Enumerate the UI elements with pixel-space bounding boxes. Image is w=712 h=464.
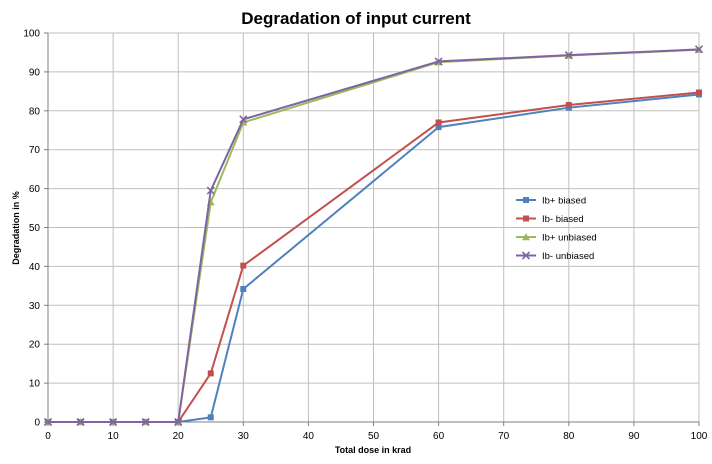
x-tick-label: 70 <box>498 431 510 442</box>
data-point <box>206 186 215 195</box>
y-tick-labels: 0 10 20 30 40 50 60 70 80 90 100 <box>23 29 40 429</box>
x-axis-label: Total dose in krad <box>335 445 411 455</box>
data-point <box>694 45 704 54</box>
data-point <box>434 57 443 66</box>
series-line <box>48 48 700 423</box>
data-point <box>207 370 214 377</box>
x-tick-label: 30 <box>238 431 250 442</box>
y-tick-label: 90 <box>29 67 41 78</box>
legend-item: Ib- unbiased <box>516 251 594 262</box>
legend-label: Ib- biased <box>542 214 584 225</box>
y-tick-label: 50 <box>29 223 41 234</box>
data-point <box>141 417 150 427</box>
data-point <box>435 119 442 126</box>
data-point <box>174 417 183 427</box>
data-point <box>76 417 85 427</box>
x-tick-label: 40 <box>303 431 315 442</box>
legend-marker <box>523 197 529 203</box>
data-point <box>240 262 247 269</box>
data-point <box>43 417 53 427</box>
legend-item: Ib+ unbiased <box>516 233 597 244</box>
y-tick-label: 70 <box>29 145 41 156</box>
data-point <box>565 101 572 108</box>
chart-title: Degradation of input current <box>241 9 471 28</box>
y-tick-label: 0 <box>34 418 40 429</box>
grid <box>48 32 700 422</box>
x-tick-label: 90 <box>628 431 640 442</box>
y-tick-label: 60 <box>29 184 41 195</box>
legend-item: Ib- biased <box>516 214 584 225</box>
series-4 <box>43 45 704 427</box>
y-tick-label: 40 <box>29 262 41 273</box>
x-tick-label: 60 <box>433 431 445 442</box>
data-point <box>207 414 214 421</box>
x-tick-label: 50 <box>368 431 380 442</box>
legend-marker <box>521 251 531 260</box>
legend-item: Ib+ biased <box>516 196 586 207</box>
data-point <box>240 285 247 292</box>
y-tick-label: 30 <box>29 301 41 312</box>
y-tick-label: 10 <box>29 379 41 390</box>
y-axis-label: Degradation in % <box>11 191 21 265</box>
legend-marker <box>523 215 529 222</box>
data-point <box>564 51 573 60</box>
x-tick-label: 20 <box>173 431 185 442</box>
series <box>43 45 704 427</box>
data-point <box>435 124 442 131</box>
legend-label: Ib+ biased <box>542 196 586 207</box>
axes <box>44 32 700 426</box>
y-tick-label: 80 <box>29 106 41 117</box>
x-tick-label: 100 <box>691 431 708 442</box>
data-point <box>696 89 702 96</box>
legend-label: Ib+ unbiased <box>542 233 597 244</box>
legend: Ib+ biased Ib- biased Ib+ unbiased Ib- unbi… <box>516 196 597 262</box>
x-tick-label: 0 <box>45 431 51 442</box>
legend-marker <box>522 233 530 241</box>
x-tick-label: 10 <box>108 431 120 442</box>
x-tick-label: 80 <box>563 431 575 442</box>
y-tick-label: 20 <box>29 340 41 351</box>
data-point <box>239 115 248 124</box>
y-tick-label: 100 <box>23 29 40 40</box>
x-tick-labels: 0 10 20 30 40 50 60 70 80 90 100 <box>45 431 708 442</box>
legend-label: Ib- unbiased <box>542 251 594 262</box>
data-point <box>109 417 118 427</box>
